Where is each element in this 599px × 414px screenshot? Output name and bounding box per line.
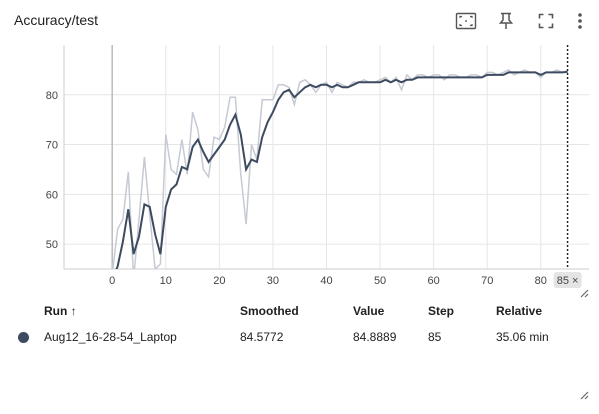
run-color-dot xyxy=(18,332,29,344)
x-tick-label: 40 xyxy=(320,275,332,287)
card-resize-handle-icon[interactable] xyxy=(579,390,589,400)
x-tick-label: 30 xyxy=(267,275,279,287)
x-tick-label: 50 xyxy=(374,275,386,287)
chart-title: Accuracy/test xyxy=(14,12,99,28)
step-cursor-badge[interactable]: 85 × xyxy=(553,272,582,288)
y-tick-label: 60 xyxy=(46,189,58,201)
more-options-button[interactable] xyxy=(569,8,591,34)
run-smoothed: 84.5772 xyxy=(240,330,284,344)
header-step[interactable]: Step xyxy=(428,304,455,318)
header-relative[interactable]: Relative xyxy=(496,304,543,318)
fullscreen-icon xyxy=(538,13,554,29)
runs-table: Run ↑ Smoothed Value Step Relative Aug12… xyxy=(12,300,586,350)
x-tick-label: 60 xyxy=(428,275,440,287)
header-value[interactable]: Value xyxy=(353,304,385,318)
pin-button[interactable] xyxy=(489,8,523,34)
card-toolbar xyxy=(449,8,591,34)
y-tick-label: 70 xyxy=(46,140,58,152)
header-run[interactable]: Run ↑ xyxy=(44,304,77,318)
fit-domain-icon xyxy=(455,12,477,30)
table-row: Aug12_16-28-54_Laptop 84.5772 84.8889 85… xyxy=(12,324,586,350)
chart-axes: 50 60 70 80 0 10 20 30 40 50 60 70 80 xyxy=(46,45,589,287)
line-chart[interactable]: 50 60 70 80 0 10 20 30 40 50 60 70 80 85 × xyxy=(0,40,599,290)
pin-icon xyxy=(498,12,514,29)
run-name: Aug12_16-28-54_Laptop xyxy=(44,330,177,344)
run-value: 84.8889 xyxy=(353,330,397,344)
x-tick-label: 80 xyxy=(535,275,547,287)
chart-grid xyxy=(64,45,589,269)
y-tick-label: 80 xyxy=(46,90,58,102)
run-step: 85 xyxy=(428,330,442,344)
fullscreen-button[interactable] xyxy=(529,8,563,34)
runs-table-header: Run ↑ Smoothed Value Step Relative xyxy=(12,300,586,324)
series-smoothed-line xyxy=(115,70,568,269)
chart-resize-handle-icon[interactable] xyxy=(579,288,589,298)
x-tick-label: 10 xyxy=(160,275,172,287)
header-smoothed[interactable]: Smoothed xyxy=(240,304,299,318)
more-vert-icon xyxy=(578,13,582,29)
fit-domain-button[interactable] xyxy=(449,8,483,34)
x-tick-label: 70 xyxy=(481,275,493,287)
x-tick-label: 0 xyxy=(109,275,115,287)
x-tick-label: 20 xyxy=(213,275,225,287)
y-tick-label: 50 xyxy=(46,239,58,251)
run-relative: 35.06 min xyxy=(496,330,549,344)
step-cursor-label: 85 × xyxy=(557,275,579,287)
